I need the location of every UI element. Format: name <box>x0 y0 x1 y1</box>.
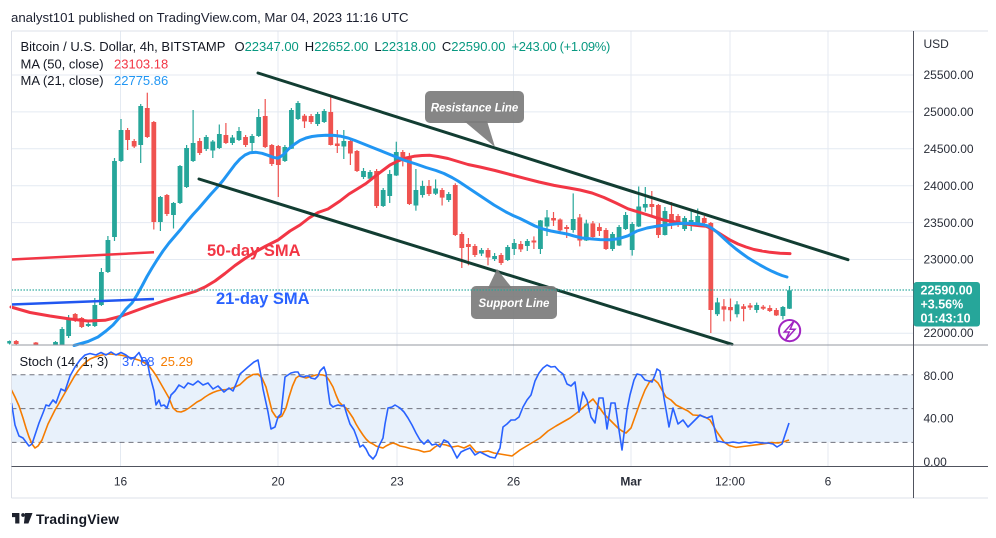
svg-text:22775.86: 22775.86 <box>114 73 168 88</box>
svg-text:23000.00: 23000.00 <box>924 253 974 267</box>
svg-text:22000.00: 22000.00 <box>924 326 974 340</box>
svg-text:USD: USD <box>924 37 950 51</box>
svg-text:40.00: 40.00 <box>924 411 954 425</box>
svg-text:12:00: 12:00 <box>715 475 745 489</box>
svg-text:25500.00: 25500.00 <box>924 68 974 82</box>
svg-text:01:43:10: 01:43:10 <box>921 312 971 326</box>
svg-text:23500.00: 23500.00 <box>924 216 974 230</box>
svg-text:0.00: 0.00 <box>924 455 948 469</box>
svg-text:23103.18: 23103.18 <box>114 56 168 71</box>
svg-text:25.29: 25.29 <box>161 354 194 369</box>
svg-text:20: 20 <box>271 475 285 489</box>
svg-text:23: 23 <box>390 475 404 489</box>
svg-text:37.68: 37.68 <box>122 354 155 369</box>
svg-text:26: 26 <box>507 475 521 489</box>
svg-text:80.00: 80.00 <box>924 369 954 383</box>
svg-text:Support Line: Support Line <box>479 298 551 310</box>
svg-text:Bitcoin / U.S. Dollar, 4h, BIT: Bitcoin / U.S. Dollar, 4h, BITSTAMP O2234… <box>21 39 611 54</box>
svg-text:Mar: Mar <box>620 475 642 489</box>
svg-text:MA (21, close): MA (21, close) <box>21 73 104 88</box>
svg-text:+3.56%: +3.56% <box>921 298 964 312</box>
svg-text:25000.00: 25000.00 <box>924 105 974 119</box>
svg-text:16: 16 <box>114 475 128 489</box>
svg-text:6: 6 <box>825 475 832 489</box>
svg-text:50-day SMA: 50-day SMA <box>207 242 301 260</box>
svg-text:Stoch (14, 1, 3): Stoch (14, 1, 3) <box>20 354 109 369</box>
svg-text:Resistance Line: Resistance Line <box>431 103 519 115</box>
svg-text:21-day SMA: 21-day SMA <box>216 290 310 308</box>
svg-text:24000.00: 24000.00 <box>924 179 974 193</box>
svg-text:22590.00: 22590.00 <box>921 284 973 298</box>
svg-text:MA (50, close): MA (50, close) <box>21 56 104 71</box>
svg-text:24500.00: 24500.00 <box>924 142 974 156</box>
